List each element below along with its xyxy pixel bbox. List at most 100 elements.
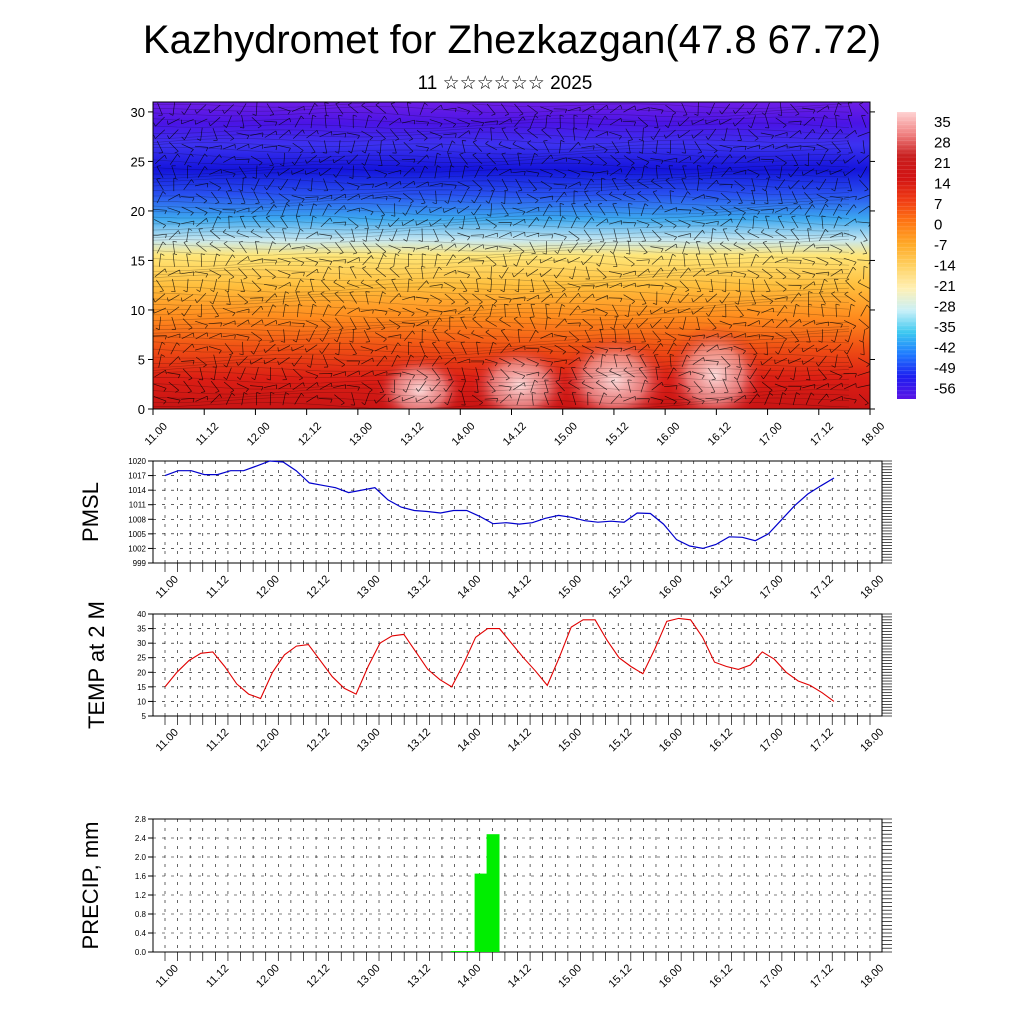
x-tick-label: 13.00	[355, 962, 383, 990]
x-tick-label: 12.00	[254, 573, 282, 601]
y-tick-label: 40	[137, 610, 146, 619]
x-tick-label: 13.12	[405, 573, 433, 601]
isotherm-line	[153, 341, 850, 349]
x-tick-label: 13.12	[405, 962, 433, 990]
x-tick-label: 15.12	[607, 962, 635, 990]
x-tick-label: 12.12	[304, 573, 332, 601]
warm-cell	[665, 325, 765, 409]
isotherm-line	[153, 152, 850, 160]
isotherm-line	[153, 243, 850, 252]
y-tick-label: 5	[138, 352, 145, 367]
x-tick-label: 15.12	[607, 573, 635, 601]
isotherm-line	[153, 265, 850, 273]
y-tick-label: 0.4	[135, 929, 147, 938]
x-tick-label: 16.00	[657, 962, 685, 990]
x-tick-label: 17.12	[808, 962, 836, 990]
colorbar: 35 28 21 14 7 0 -7 -14 -21 -28 -35 -42 -49 -56	[897, 111, 956, 399]
x-tick-label: 16.00	[654, 420, 682, 448]
x-tick-label: 16.12	[707, 573, 735, 601]
colorbar-label: -7	[934, 237, 947, 254]
y-tick-label: 1.6	[135, 872, 147, 881]
x-tick-label: 14.12	[506, 573, 534, 601]
colorbar-ramp	[897, 112, 916, 399]
y-tick-label: 25	[131, 154, 145, 169]
isotherm-line	[153, 346, 850, 354]
y-axis-label: PRECIP, mm	[78, 822, 103, 950]
isotherm-line	[153, 269, 850, 278]
x-tick-label: 17.00	[757, 420, 785, 448]
isotherm-line	[153, 279, 850, 288]
colorbar-label: 28	[934, 134, 951, 151]
y-tick-label: 0.0	[135, 948, 147, 957]
x-tick-label: 15.00	[556, 573, 584, 601]
colorbar-label: -49	[934, 360, 956, 377]
isotherm-line	[153, 249, 850, 257]
isotherm-line	[153, 253, 850, 262]
isotherm-line	[153, 356, 850, 365]
x-tick-label: 11.12	[204, 727, 231, 754]
isotherm-line	[153, 213, 850, 222]
x-tick-label: 16.12	[706, 420, 734, 448]
x-tick-label: 18.00	[858, 962, 886, 990]
y-tick-label: 5	[142, 712, 147, 721]
x-tick-label: 15.00	[556, 726, 584, 754]
isotherm-line	[153, 223, 850, 232]
panel-frame	[152, 460, 883, 564]
x-tick-label: 14.00	[455, 726, 483, 754]
y-tick-label: 30	[137, 639, 146, 648]
x-tick-label: 12.00	[254, 726, 282, 754]
x-tick-label: 11.00	[143, 421, 170, 448]
x-tick-label: 16.12	[707, 962, 735, 990]
isotherm-line	[153, 330, 850, 338]
y-tick-label: 20	[131, 204, 145, 219]
temp-line	[164, 617, 835, 702]
isotherm-line	[153, 228, 850, 237]
y-tick-label: 1002	[128, 544, 146, 553]
y-tick-label: 0.8	[135, 910, 147, 919]
y-tick-label: 1005	[128, 530, 146, 539]
y-tick-label: 1017	[128, 472, 146, 481]
isotherm-line	[153, 219, 850, 227]
isotherm-line	[153, 106, 850, 114]
precip-bar	[474, 873, 488, 952]
isotherm-line	[153, 168, 850, 176]
isotherm-line	[153, 122, 850, 130]
precip-bar	[450, 951, 464, 952]
x-tick-label: 17.00	[758, 726, 786, 754]
y-tick-label: 2.0	[135, 853, 147, 862]
colorbar-label: -28	[934, 298, 956, 315]
isotherm-line	[153, 402, 850, 409]
isotherm-line	[153, 295, 850, 303]
colorbar-label: 7	[934, 196, 942, 213]
isotherm-line	[153, 299, 850, 308]
x-tick-label: 11.00	[154, 727, 181, 754]
x-tick-label: 14.00	[455, 573, 483, 601]
heatmap-field	[153, 102, 870, 409]
y-tick-label: 2.8	[135, 815, 147, 824]
warm-cell	[375, 355, 465, 409]
x-tick-label: 17.12	[808, 420, 836, 448]
colorbar-label: -56	[934, 380, 956, 397]
isotherm-line	[153, 371, 850, 379]
precip-bar	[486, 834, 500, 952]
colorbar-label: 0	[934, 216, 942, 233]
isotherm-line	[153, 131, 850, 140]
colorbar-label: 21	[934, 155, 951, 172]
temp-panel: 40 35 30 25 20 15 10 5 11.00 11.12 12.00 12.12 13.00…	[84, 601, 892, 754]
isotherm-line	[153, 366, 850, 375]
isotherm-line	[153, 387, 850, 395]
x-tick-label: 13.12	[398, 420, 426, 448]
y-tick-label: 10	[131, 303, 145, 318]
x-tick-label: 18.00	[858, 573, 886, 601]
y-tick-label: 35	[137, 625, 146, 634]
x-tick-label: 18.00	[858, 726, 886, 754]
precip-panel: 2.8 2.4 2.0 1.6 1.2 0.8 0.4 0.0 11.00 11.12 12.00 1…	[78, 815, 892, 990]
chart-title: Kazhydromet for Zhezkazgan(47.8 67.72)	[142, 18, 882, 62]
colorbar-label: -21	[934, 278, 956, 295]
isotherm-line	[153, 259, 850, 268]
chart-subtitle: 11 ☆☆☆☆☆☆ 2025	[417, 73, 593, 94]
y-tick-label: 0	[138, 402, 145, 417]
colorbar-label: 35	[934, 114, 951, 131]
x-tick-label: 14.00	[455, 962, 483, 990]
